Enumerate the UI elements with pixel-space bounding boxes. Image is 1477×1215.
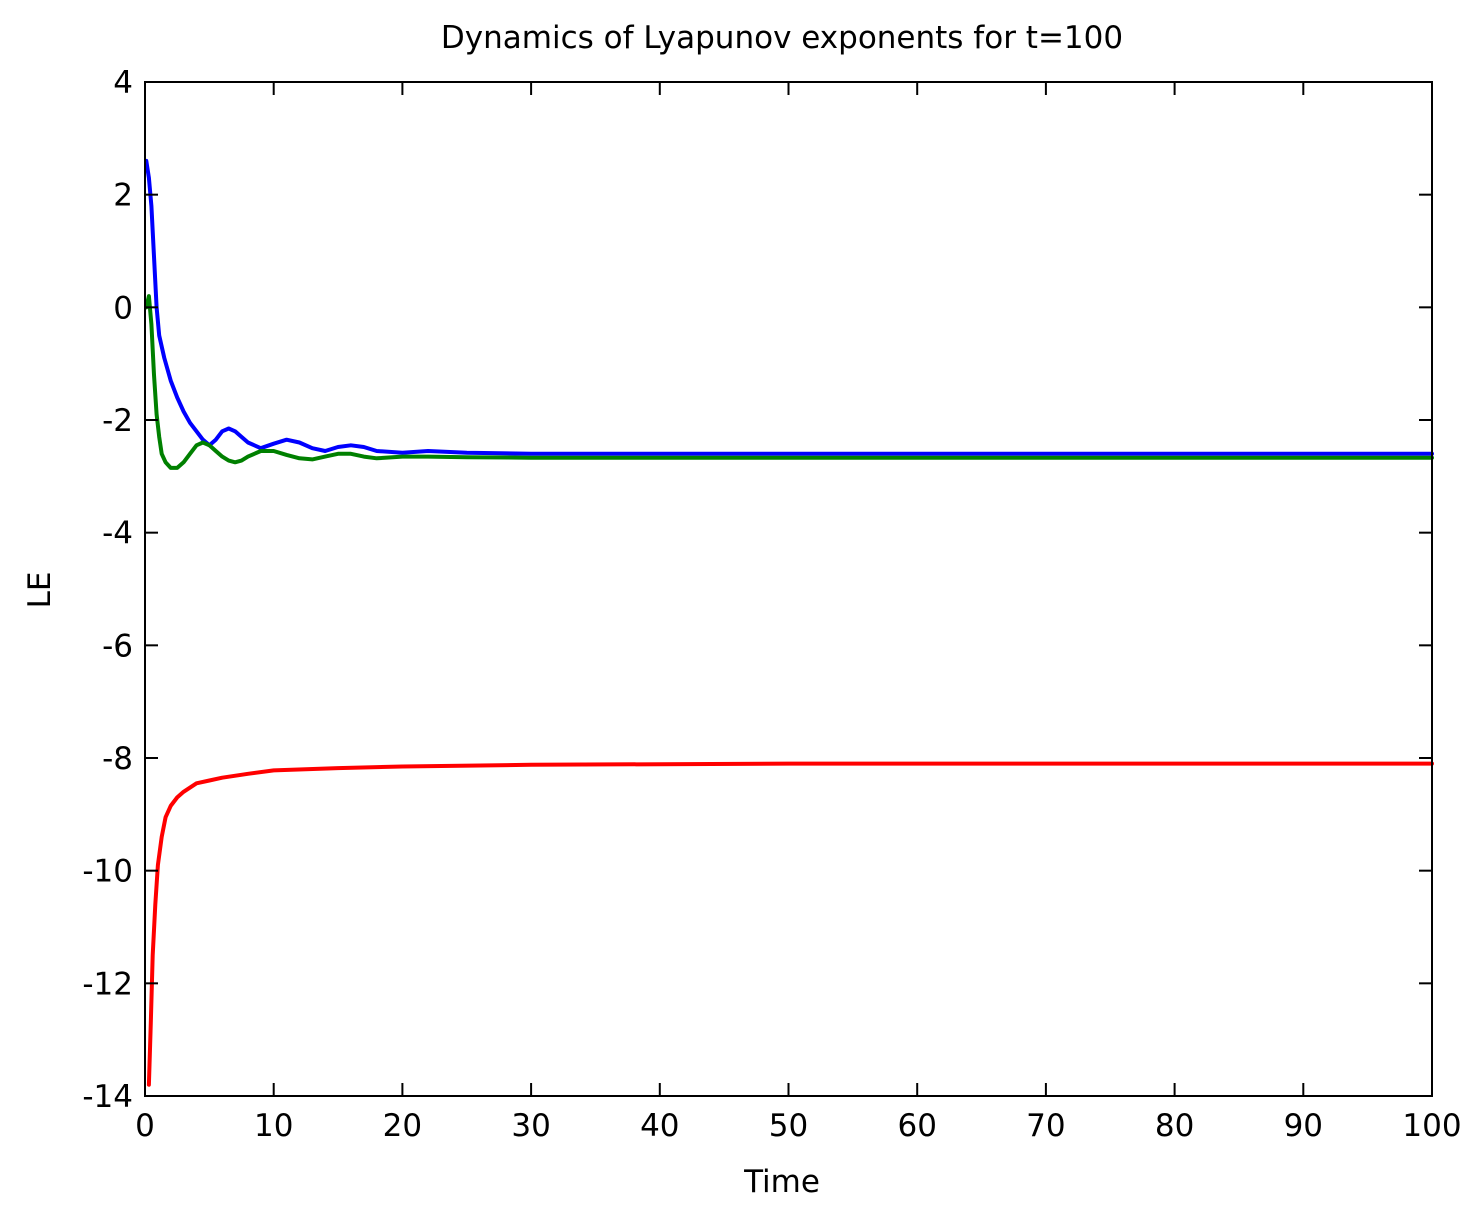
y-tick-label: -10 (82, 854, 133, 890)
axes-layer: 0 10 20 30 40 50 60 70 80 90 100 -14 -12 -10 -8 -6 -4 -2 0… (82, 65, 1461, 1144)
chart-title: Dynamics of Lyapunov exponents for t=100 (441, 20, 1123, 56)
x-tick-label: 50 (769, 1108, 808, 1144)
y-tick-label: -6 (102, 628, 133, 664)
series-line-3 (146, 761, 1434, 1087)
series-line-1 (144, 158, 1434, 456)
y-tick-label: -4 (102, 516, 133, 552)
x-tick-label: 0 (135, 1108, 155, 1144)
x-tick-label: 70 (1026, 1108, 1065, 1144)
series-layer (144, 158, 1434, 1087)
x-tick-label: 80 (1155, 1108, 1194, 1144)
x-tick-label: 60 (897, 1108, 936, 1144)
x-axis-label: Time (743, 1164, 820, 1200)
x-tick-label: 100 (1402, 1108, 1461, 1144)
y-tick-label: 4 (113, 65, 133, 101)
x-tick-label: 40 (640, 1108, 679, 1144)
y-tick-label: -14 (82, 1079, 133, 1115)
x-tick-label: 90 (1284, 1108, 1323, 1144)
y-tick-label: -8 (102, 741, 133, 777)
y-axis-label: LE (22, 572, 58, 609)
y-tick-label: -2 (102, 403, 133, 439)
x-tick-label: 30 (511, 1108, 550, 1144)
series-line-2 (144, 294, 1434, 470)
x-tick-label: 10 (254, 1108, 293, 1144)
x-tick-label: 20 (383, 1108, 422, 1144)
y-tick-label: 2 (113, 178, 133, 214)
y-tick-label: -12 (82, 966, 133, 1002)
y-tick-label: 0 (113, 290, 133, 326)
